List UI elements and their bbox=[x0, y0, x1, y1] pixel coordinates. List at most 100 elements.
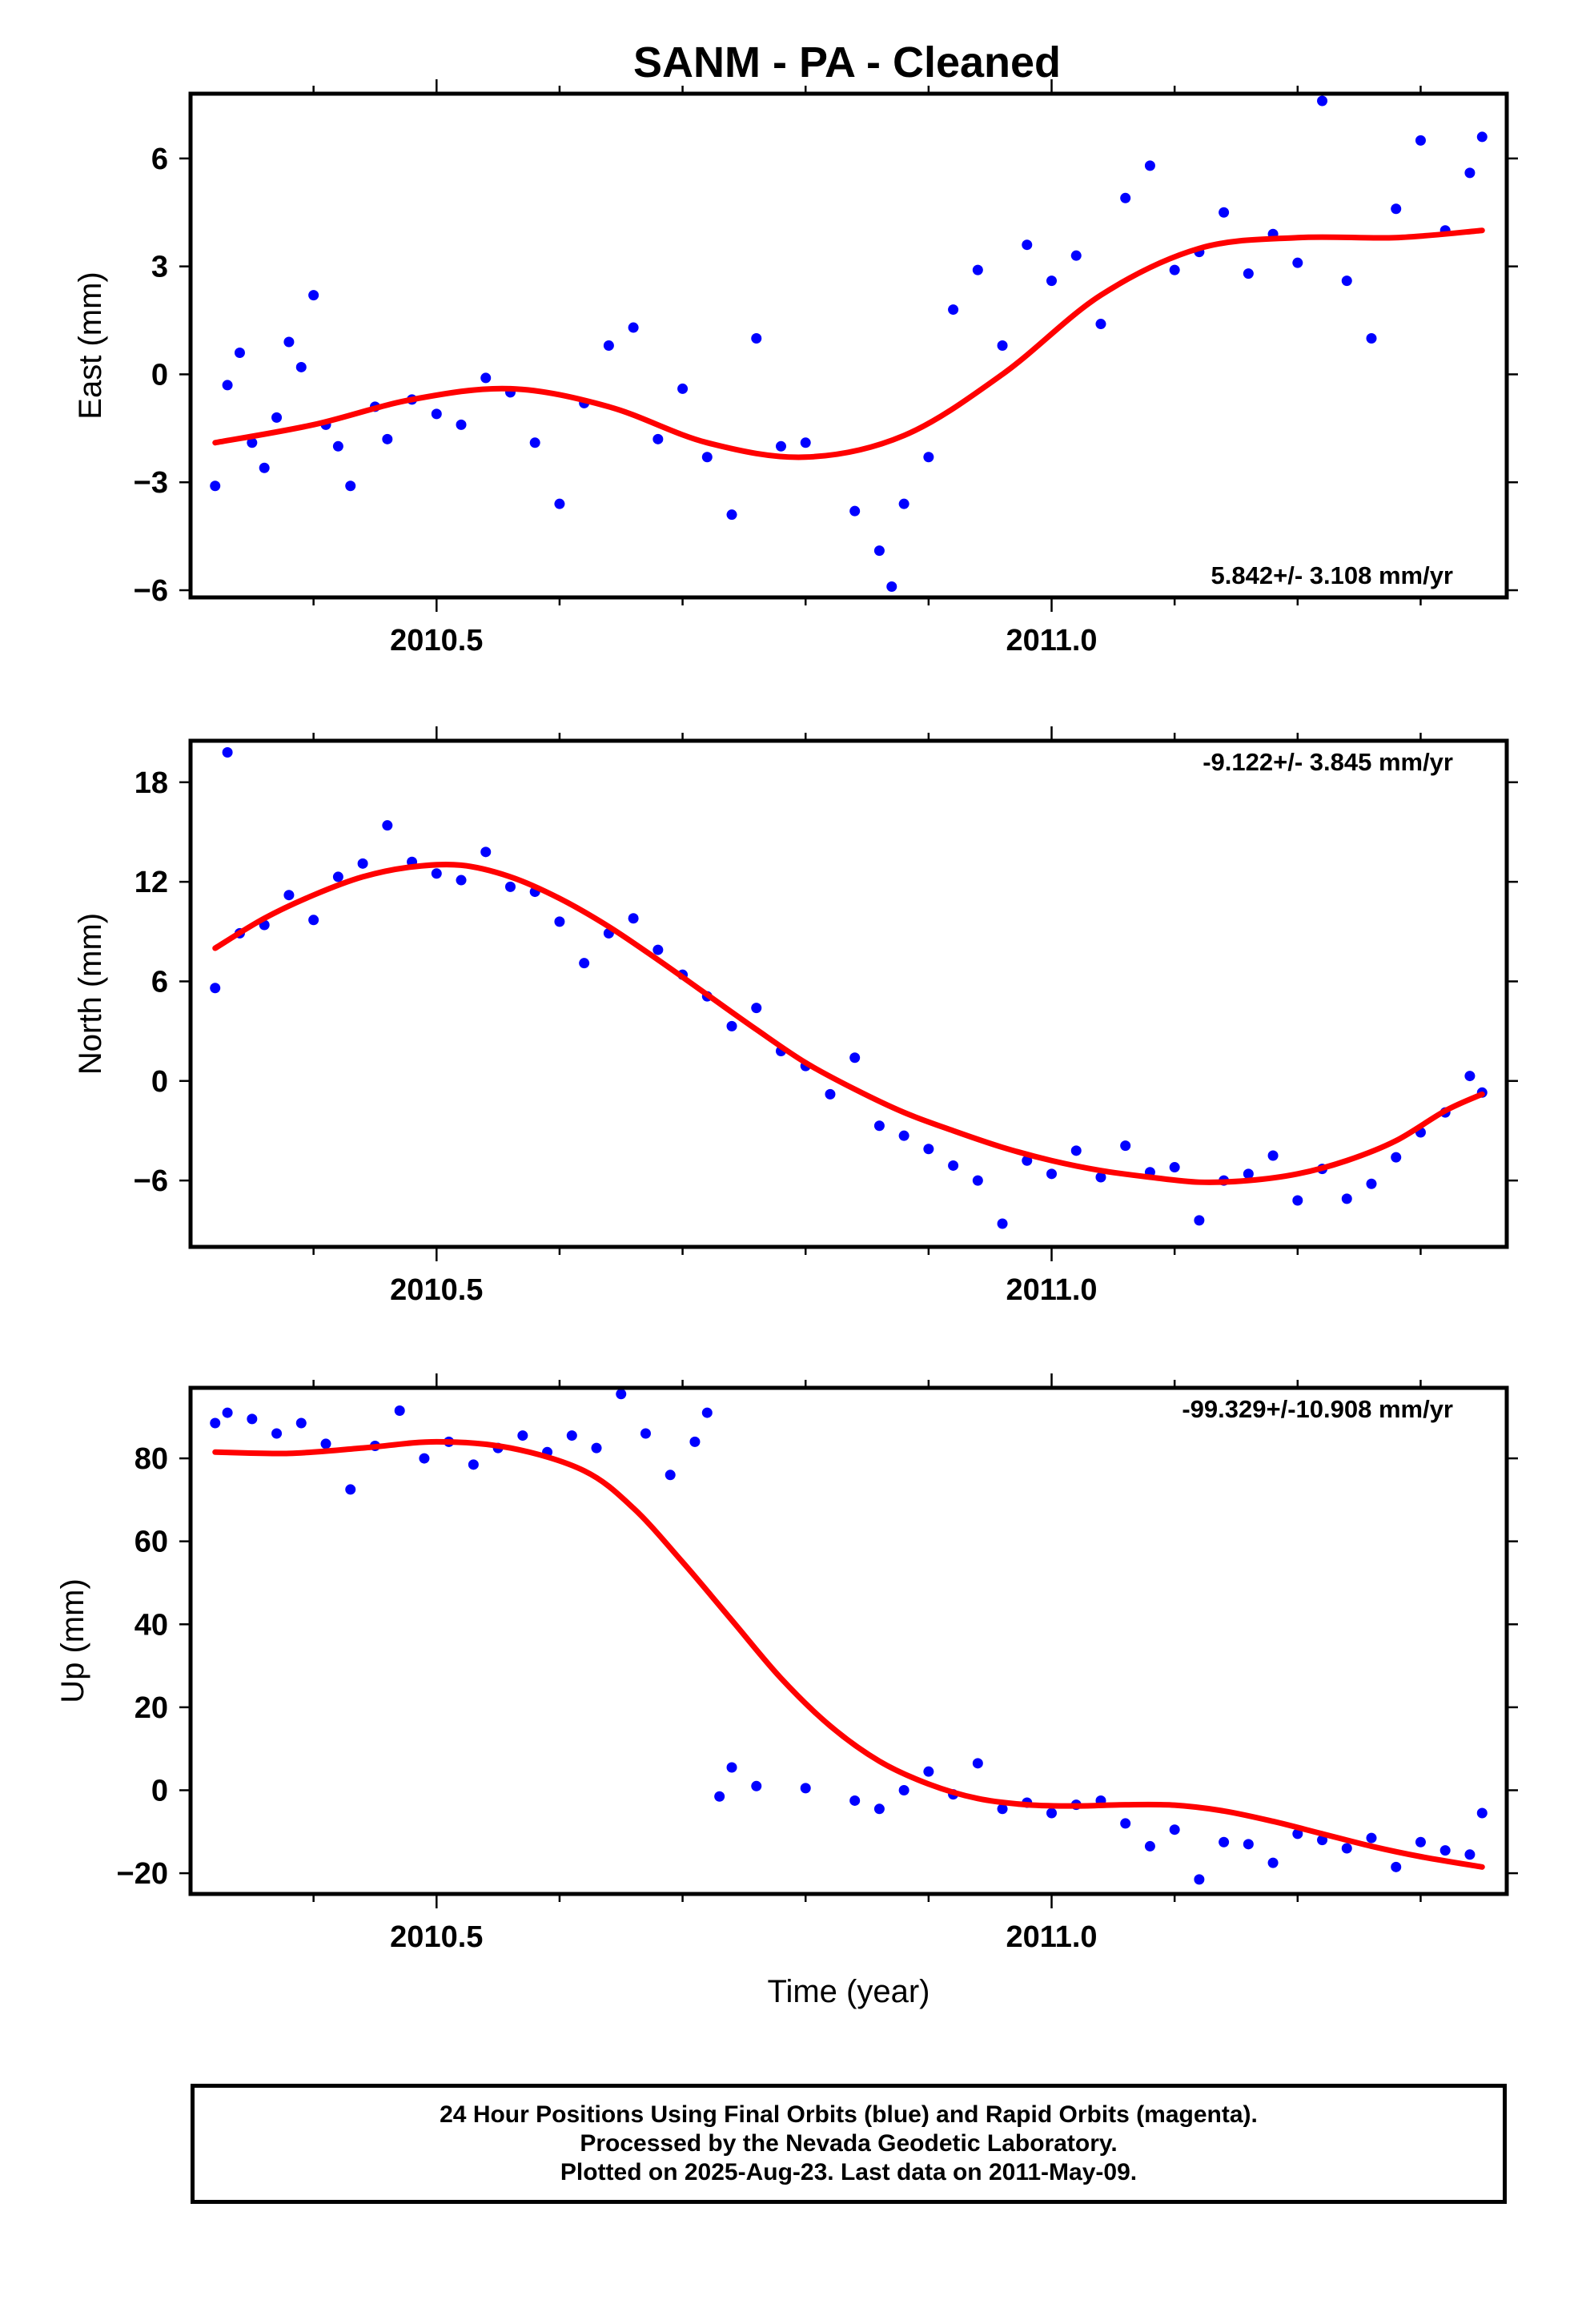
east-panel-data-point bbox=[1022, 239, 1033, 251]
up-panel-data-point bbox=[1476, 1807, 1488, 1819]
east-panel-data-point bbox=[1366, 333, 1377, 344]
up-panel-data-point bbox=[1046, 1807, 1058, 1819]
up-panel-data-point bbox=[320, 1438, 331, 1449]
east-panel-data-point bbox=[210, 480, 221, 492]
east-panel-data-point bbox=[456, 419, 467, 430]
east-panel-data-point bbox=[1391, 203, 1402, 215]
up-panel-data-point bbox=[800, 1783, 811, 1794]
north-panel-data-point bbox=[579, 958, 590, 969]
east-panel-data-point bbox=[1292, 257, 1303, 268]
up-panel-data-point bbox=[271, 1428, 283, 1439]
up-panel-data-point bbox=[1464, 1849, 1476, 1860]
footer-caption-box: 24 Hour Positions Using Final Orbits (bl… bbox=[191, 2084, 1507, 2204]
north-panel-data-point bbox=[1120, 1140, 1131, 1152]
north-panel-ytick-label: 18 bbox=[135, 766, 168, 800]
east-panel-data-point bbox=[345, 480, 356, 492]
east-panel-data-point bbox=[283, 336, 295, 348]
east-panel-data-point bbox=[898, 498, 909, 509]
north-panel-data-point bbox=[873, 1120, 885, 1132]
north-panel-data-point bbox=[898, 1130, 909, 1141]
east-panel-data-point bbox=[382, 433, 393, 444]
east-panel-data-point bbox=[800, 437, 811, 448]
north-panel-data-point bbox=[1046, 1168, 1058, 1180]
up-panel-plot-area bbox=[210, 1389, 1488, 1885]
north-panel-data-point bbox=[923, 1144, 934, 1155]
north-panel-data-point bbox=[1070, 1145, 1082, 1156]
north-panel-data-point bbox=[628, 913, 639, 924]
up-panel-y-axis-label: Up (mm) bbox=[55, 1578, 90, 1703]
north-panel-data-point bbox=[308, 915, 319, 926]
north-panel-data-point bbox=[382, 820, 393, 831]
north-panel-fit-curve bbox=[212, 862, 1485, 1185]
north-panel-data-point bbox=[1243, 1168, 1254, 1180]
up-panel-xtick-label: 2010.5 bbox=[390, 1920, 483, 1954]
east-panel-data-point bbox=[1120, 192, 1131, 203]
north-panel-data-point bbox=[332, 871, 343, 883]
east-panel-xtick-label: 2011.0 bbox=[1006, 624, 1097, 657]
up-panel-ytick-label: 40 bbox=[135, 1608, 168, 1642]
east-panel-y-axis-label: East (mm) bbox=[73, 271, 108, 419]
up-panel-data-point bbox=[689, 1436, 701, 1447]
up-panel-data-point bbox=[873, 1803, 885, 1815]
east-panel-data-point bbox=[1219, 207, 1230, 218]
east-panel-data-point bbox=[1415, 135, 1426, 146]
east-panel-ytick-label: 6 bbox=[151, 143, 168, 176]
east-panel-data-point bbox=[652, 433, 664, 444]
up-panel-ytick-label: 80 bbox=[135, 1442, 168, 1476]
east-panel-ytick-label: 3 bbox=[151, 251, 168, 284]
north-panel-xtick-label: 2010.5 bbox=[390, 1273, 483, 1307]
north-panel-ytick-label: −6 bbox=[134, 1164, 168, 1198]
east-panel-data-point bbox=[628, 322, 639, 333]
east-panel-data-point bbox=[529, 437, 540, 448]
east-panel-data-point bbox=[1070, 250, 1082, 261]
up-panel-data-point bbox=[1341, 1843, 1352, 1854]
up-panel-ytick-label: 0 bbox=[151, 1774, 168, 1807]
east-panel-ytick-label: −3 bbox=[134, 466, 168, 500]
east-panel-data-point bbox=[948, 304, 959, 316]
up-panel-data-point bbox=[1120, 1818, 1131, 1829]
up-panel-data-point bbox=[923, 1766, 934, 1777]
north-panel-data-point bbox=[751, 1003, 762, 1014]
north-panel-data-point bbox=[283, 890, 295, 901]
east-panel-data-point bbox=[1341, 275, 1352, 287]
east-panel-rate-label: 5.842+/- 3.108 mm/yr bbox=[1211, 561, 1453, 589]
east-panel-ytick-label: 0 bbox=[151, 358, 168, 392]
up-panel-data-point bbox=[898, 1784, 909, 1795]
east-panel-data-point bbox=[332, 440, 343, 452]
east-panel-plot-area bbox=[210, 95, 1488, 593]
east-panel-ytick-label: −6 bbox=[134, 574, 168, 608]
footer-line-2: Processed by the Nevada Geodetic Laborat… bbox=[580, 2130, 1118, 2157]
east-panel-data-point bbox=[1144, 160, 1155, 171]
up-panel-rate-label: -99.329+/-10.908 mm/yr bbox=[1182, 1395, 1453, 1423]
north-panel-data-point bbox=[1292, 1195, 1303, 1206]
east-panel-data-point bbox=[247, 437, 258, 448]
east-panel-data-point bbox=[222, 380, 233, 391]
up-panel-data-point bbox=[849, 1795, 861, 1806]
footer-line-1: 24 Hour Positions Using Final Orbits (bl… bbox=[440, 2101, 1258, 2128]
east-panel-data-point bbox=[849, 505, 861, 517]
up-panel-data-point bbox=[616, 1389, 627, 1400]
east-panel-data-point bbox=[259, 462, 270, 473]
footer-line-3: Plotted on 2025-Aug-23. Last data on 201… bbox=[560, 2159, 1138, 2185]
north-panel-ytick-label: 0 bbox=[151, 1065, 168, 1099]
up-panel-data-point bbox=[1144, 1840, 1155, 1852]
north-panel-y-axis-label: North (mm) bbox=[73, 913, 108, 1075]
north-panel-data-point bbox=[652, 944, 664, 955]
up-panel-data-point bbox=[1439, 1845, 1451, 1856]
east-panel-data-point bbox=[1095, 319, 1106, 330]
north-panel-data-point bbox=[222, 747, 233, 758]
east-panel-data-point bbox=[886, 581, 897, 593]
up-panel-data-point bbox=[997, 1803, 1008, 1815]
north-panel-data-point bbox=[1464, 1071, 1476, 1082]
east-panel-data-point bbox=[1317, 95, 1328, 107]
up-panel-data-point bbox=[1169, 1824, 1180, 1835]
up-panel-data-point bbox=[517, 1430, 528, 1441]
north-panel-data-point bbox=[504, 881, 516, 892]
north-panel-data-point bbox=[825, 1088, 836, 1100]
up-panel-data-point bbox=[665, 1470, 676, 1481]
north-panel-data-point bbox=[357, 858, 368, 869]
up-panel-ytick-label: −20 bbox=[117, 1857, 168, 1891]
up-panel-data-point bbox=[701, 1407, 713, 1418]
up-panel-fit-curve bbox=[212, 1438, 1485, 1870]
